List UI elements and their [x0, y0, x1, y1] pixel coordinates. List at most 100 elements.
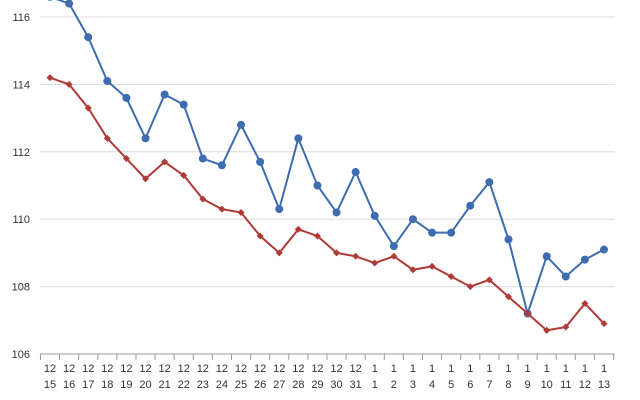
- x-tick-label-day: 26: [254, 379, 266, 391]
- x-tick-label-day: 16: [63, 379, 75, 391]
- y-tick-label: 106: [12, 349, 30, 361]
- x-tick-label-month: 12: [330, 363, 342, 375]
- y-axis-ticks: 106 108 110 112 114 116: [12, 12, 30, 361]
- data-point: [580, 255, 589, 264]
- data-point: [103, 77, 112, 86]
- data-point: [390, 252, 398, 260]
- x-axis-ticks: 1215121612171218121912201221122212231224…: [39, 354, 615, 391]
- series-layer: [46, 0, 608, 334]
- data-point: [237, 208, 245, 216]
- data-point: [275, 205, 284, 214]
- data-point: [275, 249, 283, 257]
- x-tick-label-day: 24: [216, 379, 228, 391]
- x-tick-label-month: 12: [235, 363, 247, 375]
- data-point: [332, 208, 341, 217]
- data-point: [179, 100, 188, 109]
- x-tick-label-day: 29: [311, 379, 323, 391]
- x-tick-label-day: 15: [44, 379, 56, 391]
- data-point: [581, 299, 589, 307]
- x-tick-label-day: 19: [120, 379, 132, 391]
- x-tick-label-month: 1: [525, 363, 531, 375]
- data-point: [562, 323, 570, 331]
- x-tick-label-month: 12: [139, 363, 151, 375]
- x-tick-label-day: 4: [429, 379, 435, 391]
- data-point: [122, 93, 131, 102]
- x-tick-label-day: 7: [486, 379, 492, 391]
- x-tick-label-month: 12: [216, 363, 228, 375]
- data-point: [504, 235, 513, 244]
- x-tick-label-month: 12: [158, 363, 170, 375]
- data-point: [294, 134, 303, 143]
- data-point: [351, 168, 360, 177]
- data-point: [466, 201, 475, 210]
- x-tick-label-day: 25: [235, 379, 247, 391]
- data-point: [46, 74, 54, 82]
- data-point: [84, 33, 93, 42]
- x-tick-label-day: 23: [197, 379, 209, 391]
- x-tick-label-month: 1: [448, 363, 454, 375]
- x-tick-label-month: 1: [505, 363, 511, 375]
- x-tick-label-month: 12: [44, 363, 56, 375]
- data-point: [256, 232, 264, 240]
- x-tick-label-day: 20: [139, 379, 151, 391]
- data-point: [600, 320, 608, 328]
- y-tick-label: 112: [12, 147, 30, 159]
- x-tick-label-month: 1: [372, 363, 378, 375]
- data-point: [84, 104, 92, 112]
- data-point: [65, 0, 74, 8]
- x-tick-label-day: 6: [467, 379, 473, 391]
- x-tick-label-day: 22: [178, 379, 190, 391]
- data-point: [199, 195, 207, 203]
- data-point: [141, 134, 150, 143]
- data-point: [561, 272, 570, 281]
- x-tick-label-month: 1: [601, 363, 607, 375]
- series-line: [49, 76, 605, 332]
- data-point: [409, 266, 417, 274]
- y-tick-label: 110: [12, 214, 30, 226]
- x-tick-label-month: 1: [486, 363, 492, 375]
- data-point: [466, 283, 474, 291]
- x-tick-label-month: 12: [254, 363, 266, 375]
- series-2: [46, 74, 608, 334]
- data-point: [161, 158, 169, 166]
- x-tick-label-month: 12: [311, 363, 323, 375]
- data-point: [428, 228, 437, 237]
- y-tick-label: 108: [12, 282, 30, 294]
- data-point: [142, 175, 150, 183]
- x-tick-label-month: 12: [273, 363, 285, 375]
- data-point: [371, 259, 379, 267]
- data-point: [198, 154, 207, 163]
- x-tick-label-month: 1: [563, 363, 569, 375]
- x-tick-label-day: 3: [410, 379, 416, 391]
- data-point: [256, 157, 265, 166]
- x-tick-label-day: 11: [560, 379, 571, 391]
- x-tick-label-day: 12: [579, 379, 591, 391]
- x-tick-label-day: 31: [350, 379, 362, 391]
- data-point: [352, 252, 360, 260]
- x-tick-label-day: 2: [391, 379, 397, 391]
- x-tick-label-month: 1: [467, 363, 473, 375]
- x-tick-label-month: 1: [582, 363, 588, 375]
- data-point: [485, 178, 494, 187]
- data-point: [485, 276, 493, 284]
- x-tick-label-month: 12: [350, 363, 362, 375]
- data-point: [218, 205, 226, 213]
- data-point: [217, 161, 226, 170]
- data-point: [47, 0, 53, 1]
- series-1: [47, 0, 608, 318]
- data-point: [103, 134, 111, 142]
- x-tick-label-month: 1: [544, 363, 550, 375]
- data-point: [294, 225, 302, 233]
- x-tick-label-day: 17: [82, 379, 94, 391]
- data-point: [524, 310, 532, 318]
- data-point: [313, 232, 321, 240]
- x-tick-label-month: 12: [292, 363, 304, 375]
- x-tick-label-day: 21: [158, 379, 170, 391]
- x-tick-label-day: 10: [541, 379, 553, 391]
- data-point: [180, 171, 188, 179]
- data-point: [408, 215, 417, 224]
- data-point: [543, 326, 551, 334]
- x-tick-label-day: 28: [292, 379, 304, 391]
- data-point: [313, 181, 322, 190]
